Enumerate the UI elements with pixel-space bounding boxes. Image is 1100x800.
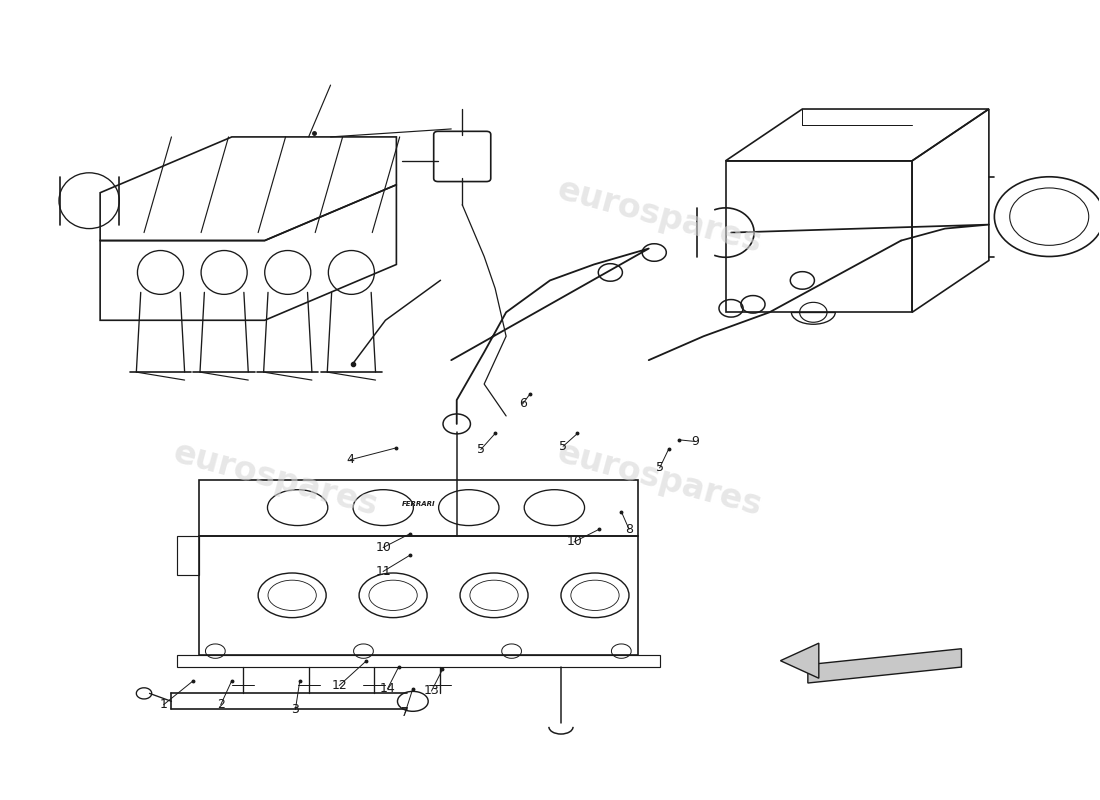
- Polygon shape: [807, 649, 961, 683]
- Text: 8: 8: [625, 522, 632, 536]
- Text: 2: 2: [217, 698, 224, 711]
- Text: 13: 13: [424, 685, 439, 698]
- Text: 10: 10: [566, 535, 582, 549]
- Text: 10: 10: [375, 541, 392, 554]
- Text: 9: 9: [691, 435, 698, 448]
- Text: 3: 3: [292, 703, 299, 716]
- Text: FERRARI: FERRARI: [402, 501, 436, 506]
- Text: 14: 14: [379, 682, 396, 695]
- Text: eurospares: eurospares: [169, 437, 382, 523]
- Text: eurospares: eurospares: [553, 437, 766, 523]
- Text: 11: 11: [375, 565, 392, 578]
- Text: 5: 5: [656, 462, 663, 474]
- Text: 6: 6: [518, 398, 527, 410]
- Text: 5: 5: [477, 443, 485, 456]
- Text: 5: 5: [559, 440, 568, 453]
- Text: 7: 7: [402, 706, 409, 719]
- Text: 12: 12: [331, 679, 348, 692]
- Text: 1: 1: [160, 698, 167, 711]
- Text: 4: 4: [346, 454, 354, 466]
- Polygon shape: [780, 643, 818, 678]
- Text: eurospares: eurospares: [553, 174, 766, 260]
